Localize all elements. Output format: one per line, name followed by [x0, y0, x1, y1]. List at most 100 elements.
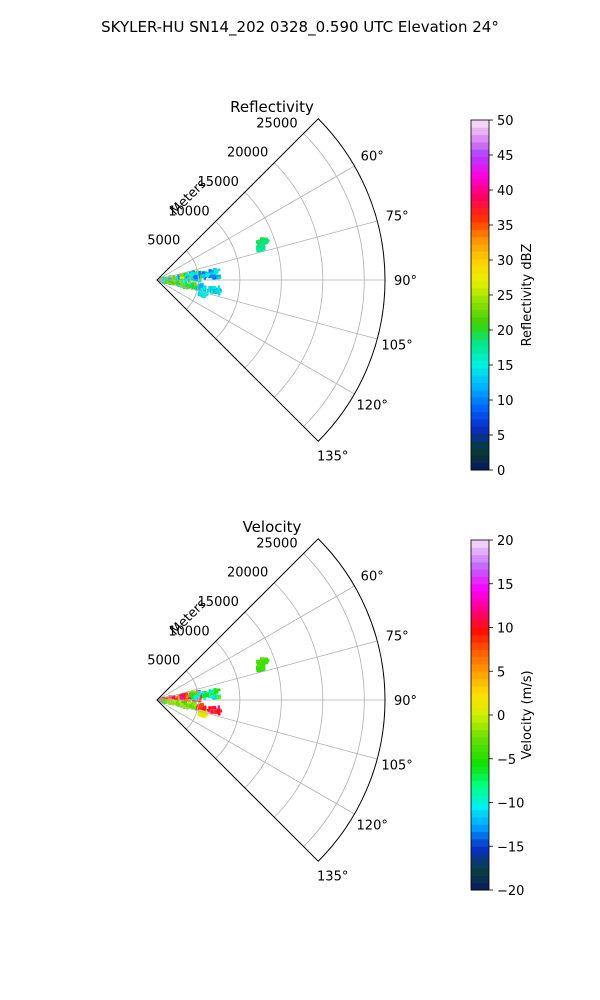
reflectivity-echo-gate	[177, 283, 180, 287]
reflectivity-echo-gate	[200, 290, 203, 295]
reflectivity-echo-gate	[217, 274, 221, 277]
velocity-echo-gate	[207, 710, 210, 713]
reflectivity-echo-gate	[256, 240, 261, 243]
reflectivity-echo-gate	[198, 283, 203, 289]
velocity-colorbar-segment	[471, 758, 489, 767]
reflectivity-colorbar-segment	[471, 440, 489, 449]
reflectivity-echo-gate	[217, 285, 220, 290]
velocity-colorbar-segment	[471, 729, 489, 738]
reflectivity-colorbar-segment	[471, 178, 489, 187]
velocity-echo-gate	[170, 701, 174, 705]
velocity-echo-gate	[208, 695, 213, 699]
velocity-colorbar-segment	[471, 831, 489, 840]
velocity-echo-gate	[262, 667, 265, 670]
reflectivity-echo-gate	[217, 291, 221, 296]
reflectivity-echo-gate	[256, 247, 260, 253]
velocity-colorbar-segment	[471, 817, 489, 825]
velocity-echo-gate	[211, 706, 216, 709]
velocity-echo-gate	[217, 696, 222, 699]
velocity-colorbar-segment	[471, 787, 489, 796]
velocity-echo-gate	[182, 704, 186, 709]
velocity-echo-gate	[213, 688, 216, 693]
reflectivity-range-tick-label: 15000	[198, 175, 239, 190]
velocity-echo-gate	[198, 694, 201, 699]
reflectivity-echo-gate	[188, 278, 191, 283]
velocity-azimuth-tick-label: 120°	[357, 818, 388, 833]
reflectivity-echo-gate	[213, 268, 216, 273]
reflectivity-colorbar-segment	[471, 448, 489, 456]
reflectivity-echo-gate	[176, 276, 180, 280]
reflectivity-azimuth-tick-label: 105°	[381, 338, 412, 353]
velocity-colorbar-segment	[471, 722, 489, 731]
reflectivity-colorbar-segment	[471, 222, 489, 230]
velocity-echo-gate	[162, 699, 166, 703]
velocity-colorbar-segment	[471, 707, 489, 716]
reflectivity-azimuth-spoke	[156, 279, 378, 340]
velocity-colorbar-segment	[471, 612, 489, 621]
velocity-echo-gate	[217, 711, 221, 716]
velocity-colorbar-label: Velocity (m/s)	[520, 670, 535, 759]
velocity-echo-gate	[191, 706, 196, 709]
velocity-colorbar-segment	[471, 795, 489, 803]
reflectivity-colorbar-tick-label: 0	[497, 464, 505, 479]
velocity-range-tick-label: 20000	[227, 566, 268, 581]
velocity-range-tick-label: 5000	[147, 654, 180, 669]
reflectivity-echo-gate	[262, 247, 265, 250]
velocity-echo-gate	[176, 696, 180, 700]
reflectivity-echo-gate	[217, 288, 220, 293]
velocity-sector-outline	[156, 538, 386, 862]
velocity-colorbar-segment	[471, 875, 489, 884]
reflectivity-colorbar-segment	[471, 375, 489, 383]
velocity-echo-gate	[265, 659, 270, 662]
reflectivity-azimuth-tick-label: 60°	[361, 150, 384, 165]
velocity-echo-gate	[185, 704, 189, 707]
reflectivity-colorbar-segment	[471, 229, 489, 238]
velocity-colorbar-segment	[471, 554, 489, 563]
reflectivity-echo-gate	[212, 276, 217, 280]
reflectivity-colorbar-segment	[471, 324, 489, 332]
reflectivity-echo-gate	[185, 284, 189, 287]
velocity-echo-gate	[212, 696, 217, 700]
velocity-colorbar-segment	[471, 642, 489, 650]
reflectivity-colorbar-tick-label: 40	[497, 184, 514, 199]
velocity-colorbar-segment	[471, 598, 489, 607]
reflectivity-colorbar-segment	[471, 389, 489, 398]
velocity-echo-gate	[201, 693, 205, 699]
reflectivity-echo-gate	[211, 286, 216, 289]
reflectivity-colorbar-segment	[471, 353, 489, 362]
reflectivity-echo-gate	[203, 275, 206, 280]
velocity-echo-gate	[203, 695, 206, 700]
reflectivity-colorbar-segment	[471, 462, 489, 471]
reflectivity-colorbar-segment	[471, 120, 489, 128]
reflectivity-panel: Reflectivity500010000150002000025000Mete…	[147, 98, 535, 479]
reflectivity-colorbar-segment	[471, 280, 489, 289]
velocity-colorbar-segment	[471, 802, 489, 811]
velocity-azimuth-spoke	[156, 699, 355, 815]
reflectivity-echo-gate	[167, 279, 172, 284]
velocity-echo-gate	[188, 697, 192, 701]
velocity-azimuth-spoke	[156, 640, 378, 701]
velocity-echo-gate	[201, 706, 206, 711]
velocity-azimuth-tick-label: 135°	[317, 870, 348, 885]
velocity-colorbar-segment	[471, 882, 489, 891]
reflectivity-echo-gate	[184, 282, 187, 286]
velocity-echo-gate	[195, 695, 198, 701]
reflectivity-chart-title: Reflectivity	[230, 98, 314, 116]
velocity-echo-gate	[256, 660, 261, 663]
reflectivity-colorbar-segment	[471, 207, 489, 216]
velocity-colorbar-segment	[471, 744, 489, 752]
reflectivity-colorbar-segment	[471, 338, 489, 347]
reflectivity-echo-gate	[187, 283, 192, 286]
reflectivity-echo-gate	[187, 274, 191, 279]
velocity-azimuth-spoke	[156, 699, 378, 760]
reflectivity-echo-gate	[211, 289, 214, 294]
velocity-colorbar-segment	[471, 685, 489, 694]
reflectivity-colorbar-segment	[471, 418, 489, 427]
reflectivity-colorbar-segment	[471, 382, 489, 391]
reflectivity-echo-gate	[208, 271, 213, 274]
reflectivity-colorbar-tick-label: 10	[497, 394, 514, 409]
velocity-echo-gate	[190, 692, 194, 697]
reflectivity-colorbar-segment	[471, 331, 489, 340]
reflectivity-colorbar-segment	[471, 134, 489, 143]
velocity-colorbar-segment	[471, 824, 489, 833]
